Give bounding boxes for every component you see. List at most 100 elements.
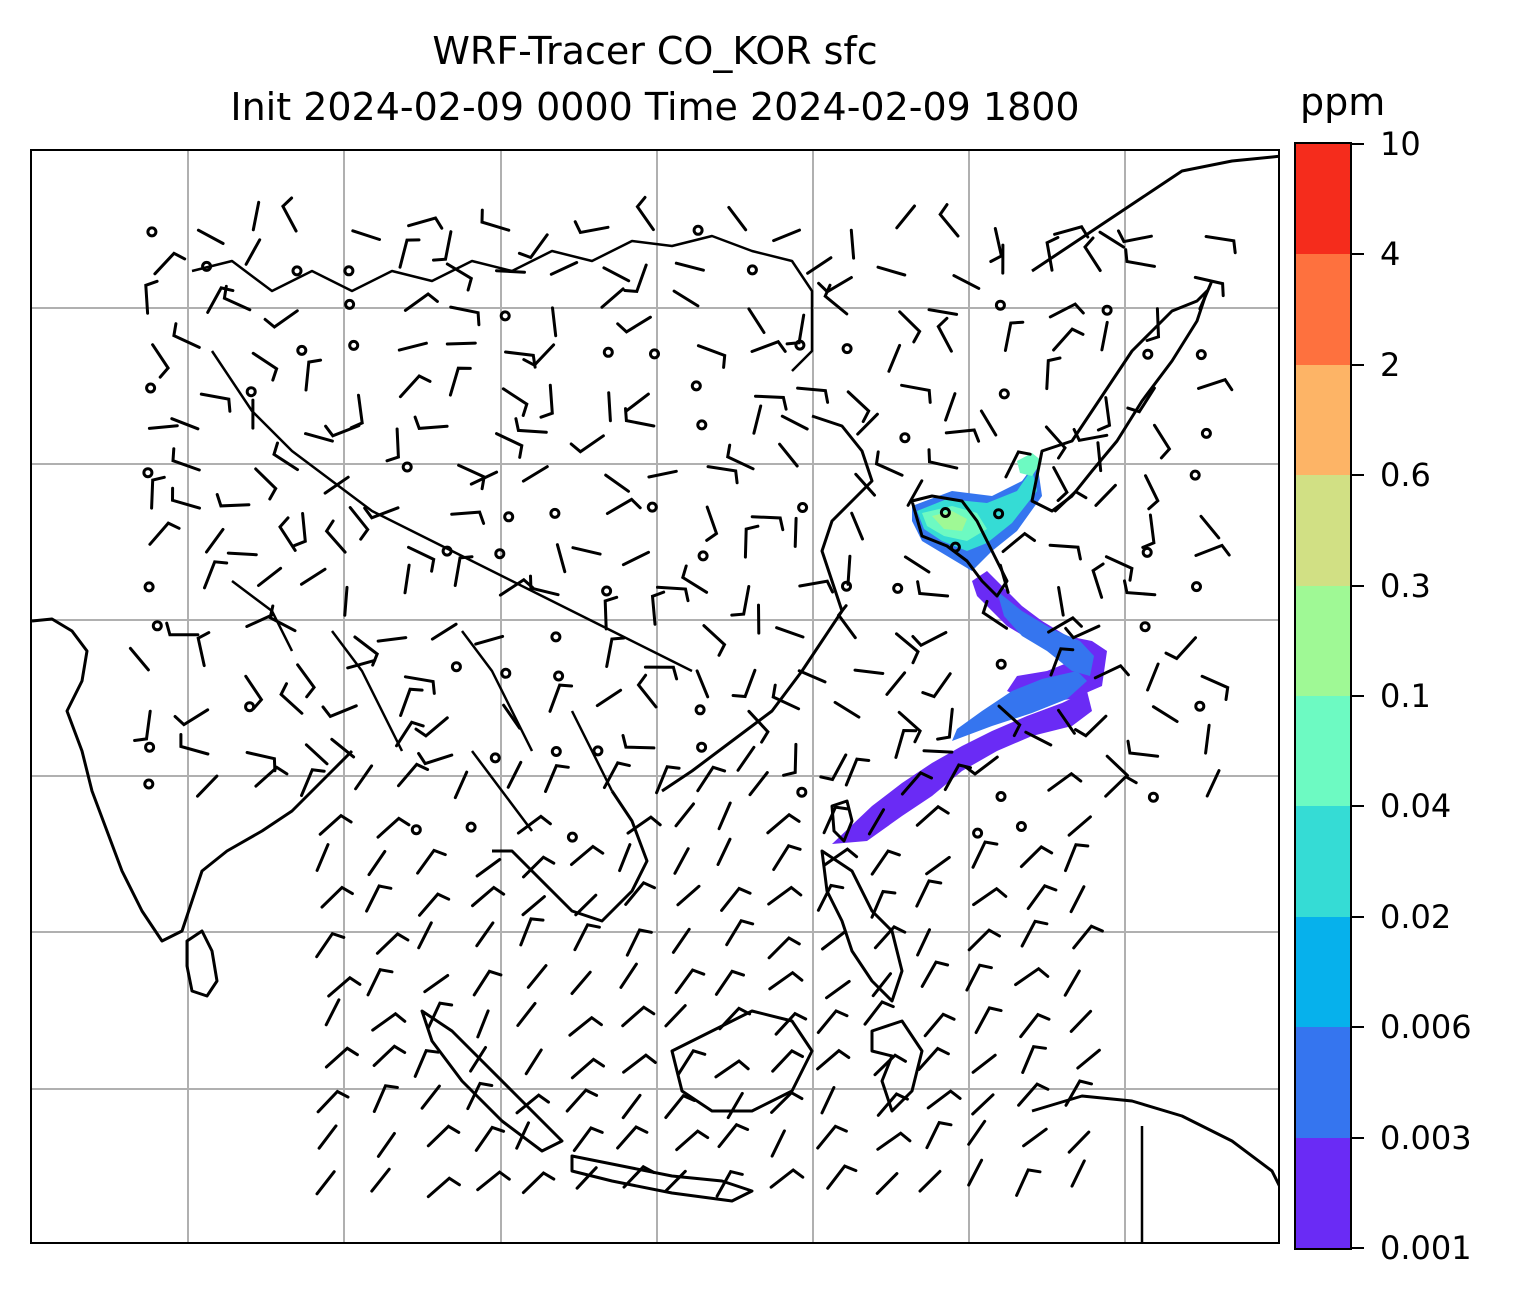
wind-barb [772, 228, 801, 243]
wind-barb [304, 358, 323, 392]
wind-barb [476, 1009, 490, 1039]
calm-wind-circle [646, 501, 658, 513]
wind-barb [376, 816, 411, 839]
wind-barb [324, 424, 361, 438]
wind-barb [625, 928, 653, 957]
wind-barb [871, 972, 892, 998]
wind-barb [570, 970, 592, 995]
colorbar-tick-mark [1352, 1247, 1364, 1249]
wind-barb [1076, 1048, 1101, 1070]
wind-barb [714, 969, 745, 996]
wind-barb [1021, 1045, 1047, 1074]
wind-barb [407, 545, 436, 573]
wind-barb [650, 590, 666, 626]
wind-barb [635, 195, 655, 232]
wind-barb [876, 1092, 909, 1117]
calm-wind-circle [441, 545, 453, 557]
wind-barb [920, 960, 950, 988]
wind-barb [974, 1006, 1003, 1034]
wind-barb [321, 704, 358, 719]
calm-wind-circle [1015, 821, 1027, 832]
wind-barb [750, 515, 785, 532]
wind-barb [263, 309, 299, 329]
wind-barb [522, 343, 556, 368]
coastline-korea [910, 494, 1009, 598]
calm-wind-circle [143, 581, 155, 593]
wind-barb [555, 543, 567, 574]
wind-barb [748, 771, 769, 797]
colorbar-tick-mark [1352, 1136, 1364, 1139]
wind-barb [979, 409, 998, 437]
plume-outer [832, 691, 1092, 844]
wind-barb [1144, 474, 1160, 511]
wind-barb [619, 962, 638, 989]
wind-barb [621, 550, 650, 567]
wind-barb [257, 566, 283, 587]
wind-barb [1064, 843, 1090, 873]
wind-barb [750, 339, 787, 353]
colorbar-tick-label: 0.6 [1380, 456, 1431, 495]
wind-barb [1001, 531, 1036, 553]
calm-wind-circle [994, 299, 1006, 311]
wind-barb [151, 343, 170, 379]
wind-barb [894, 728, 918, 759]
wind-barb [870, 849, 901, 876]
colorbar-tick-mark [1352, 695, 1364, 697]
wind-barb [304, 743, 329, 766]
wind-barb [863, 1000, 895, 1026]
wind-barb [887, 343, 902, 373]
wind-barb [495, 269, 526, 274]
wind-barb [278, 516, 297, 552]
wind-barb [573, 220, 610, 235]
wind-barb [717, 801, 732, 831]
wind-barb [251, 200, 261, 232]
calm-wind-circle [143, 778, 155, 790]
wind-barb [730, 585, 751, 617]
calm-wind-circle [1191, 581, 1202, 593]
wind-barb [655, 765, 681, 795]
wind-barb [602, 761, 631, 790]
calm-wind-circle [401, 461, 413, 473]
wind-barb [521, 895, 546, 917]
wind-barb [323, 475, 350, 495]
wind-barb [771, 1049, 804, 1073]
wind-barb [696, 765, 727, 793]
wind-barb [778, 442, 799, 468]
wind-barb [621, 734, 656, 750]
wind-barb [196, 774, 219, 798]
wind-barb [927, 308, 959, 316]
map-title-line1: WRF-Tracer CO_KOR sfc [432, 29, 878, 73]
wind-barb [772, 844, 802, 871]
wind-barb [1004, 450, 1032, 479]
plume-inner [952, 671, 1087, 741]
wind-barb [376, 636, 408, 643]
wind-barb [569, 434, 605, 454]
wind-barb [449, 305, 481, 327]
wind-barb [797, 669, 827, 684]
colorbar-segment [1296, 364, 1350, 476]
wind-barb [816, 883, 845, 912]
wind-barb [922, 749, 954, 754]
wind-barb [903, 555, 931, 574]
wind-barb [1048, 543, 1082, 561]
wind-barb [330, 737, 356, 759]
coastline-russia [1031, 154, 1278, 273]
calm-wind-circle [690, 380, 702, 392]
colorbar-tick-label: 2 [1380, 345, 1401, 384]
wind-barb [876, 265, 907, 277]
calm-wind-circle [696, 419, 708, 431]
wind-barb [1022, 1127, 1048, 1148]
wind-barb [316, 1089, 350, 1114]
calm-wind-circle [1139, 621, 1151, 633]
wind-barb [300, 567, 327, 586]
wind-barb [673, 847, 690, 875]
wind-barb [476, 1170, 511, 1192]
calm-wind-circle [142, 467, 154, 479]
calm-wind-circle [697, 550, 709, 562]
wind-barb [656, 585, 690, 603]
wind-barb [747, 307, 766, 334]
wind-barb [398, 374, 432, 399]
colorbar-unit: ppm [1300, 80, 1386, 124]
wind-barb [664, 1093, 696, 1119]
wind-barb [706, 465, 739, 485]
